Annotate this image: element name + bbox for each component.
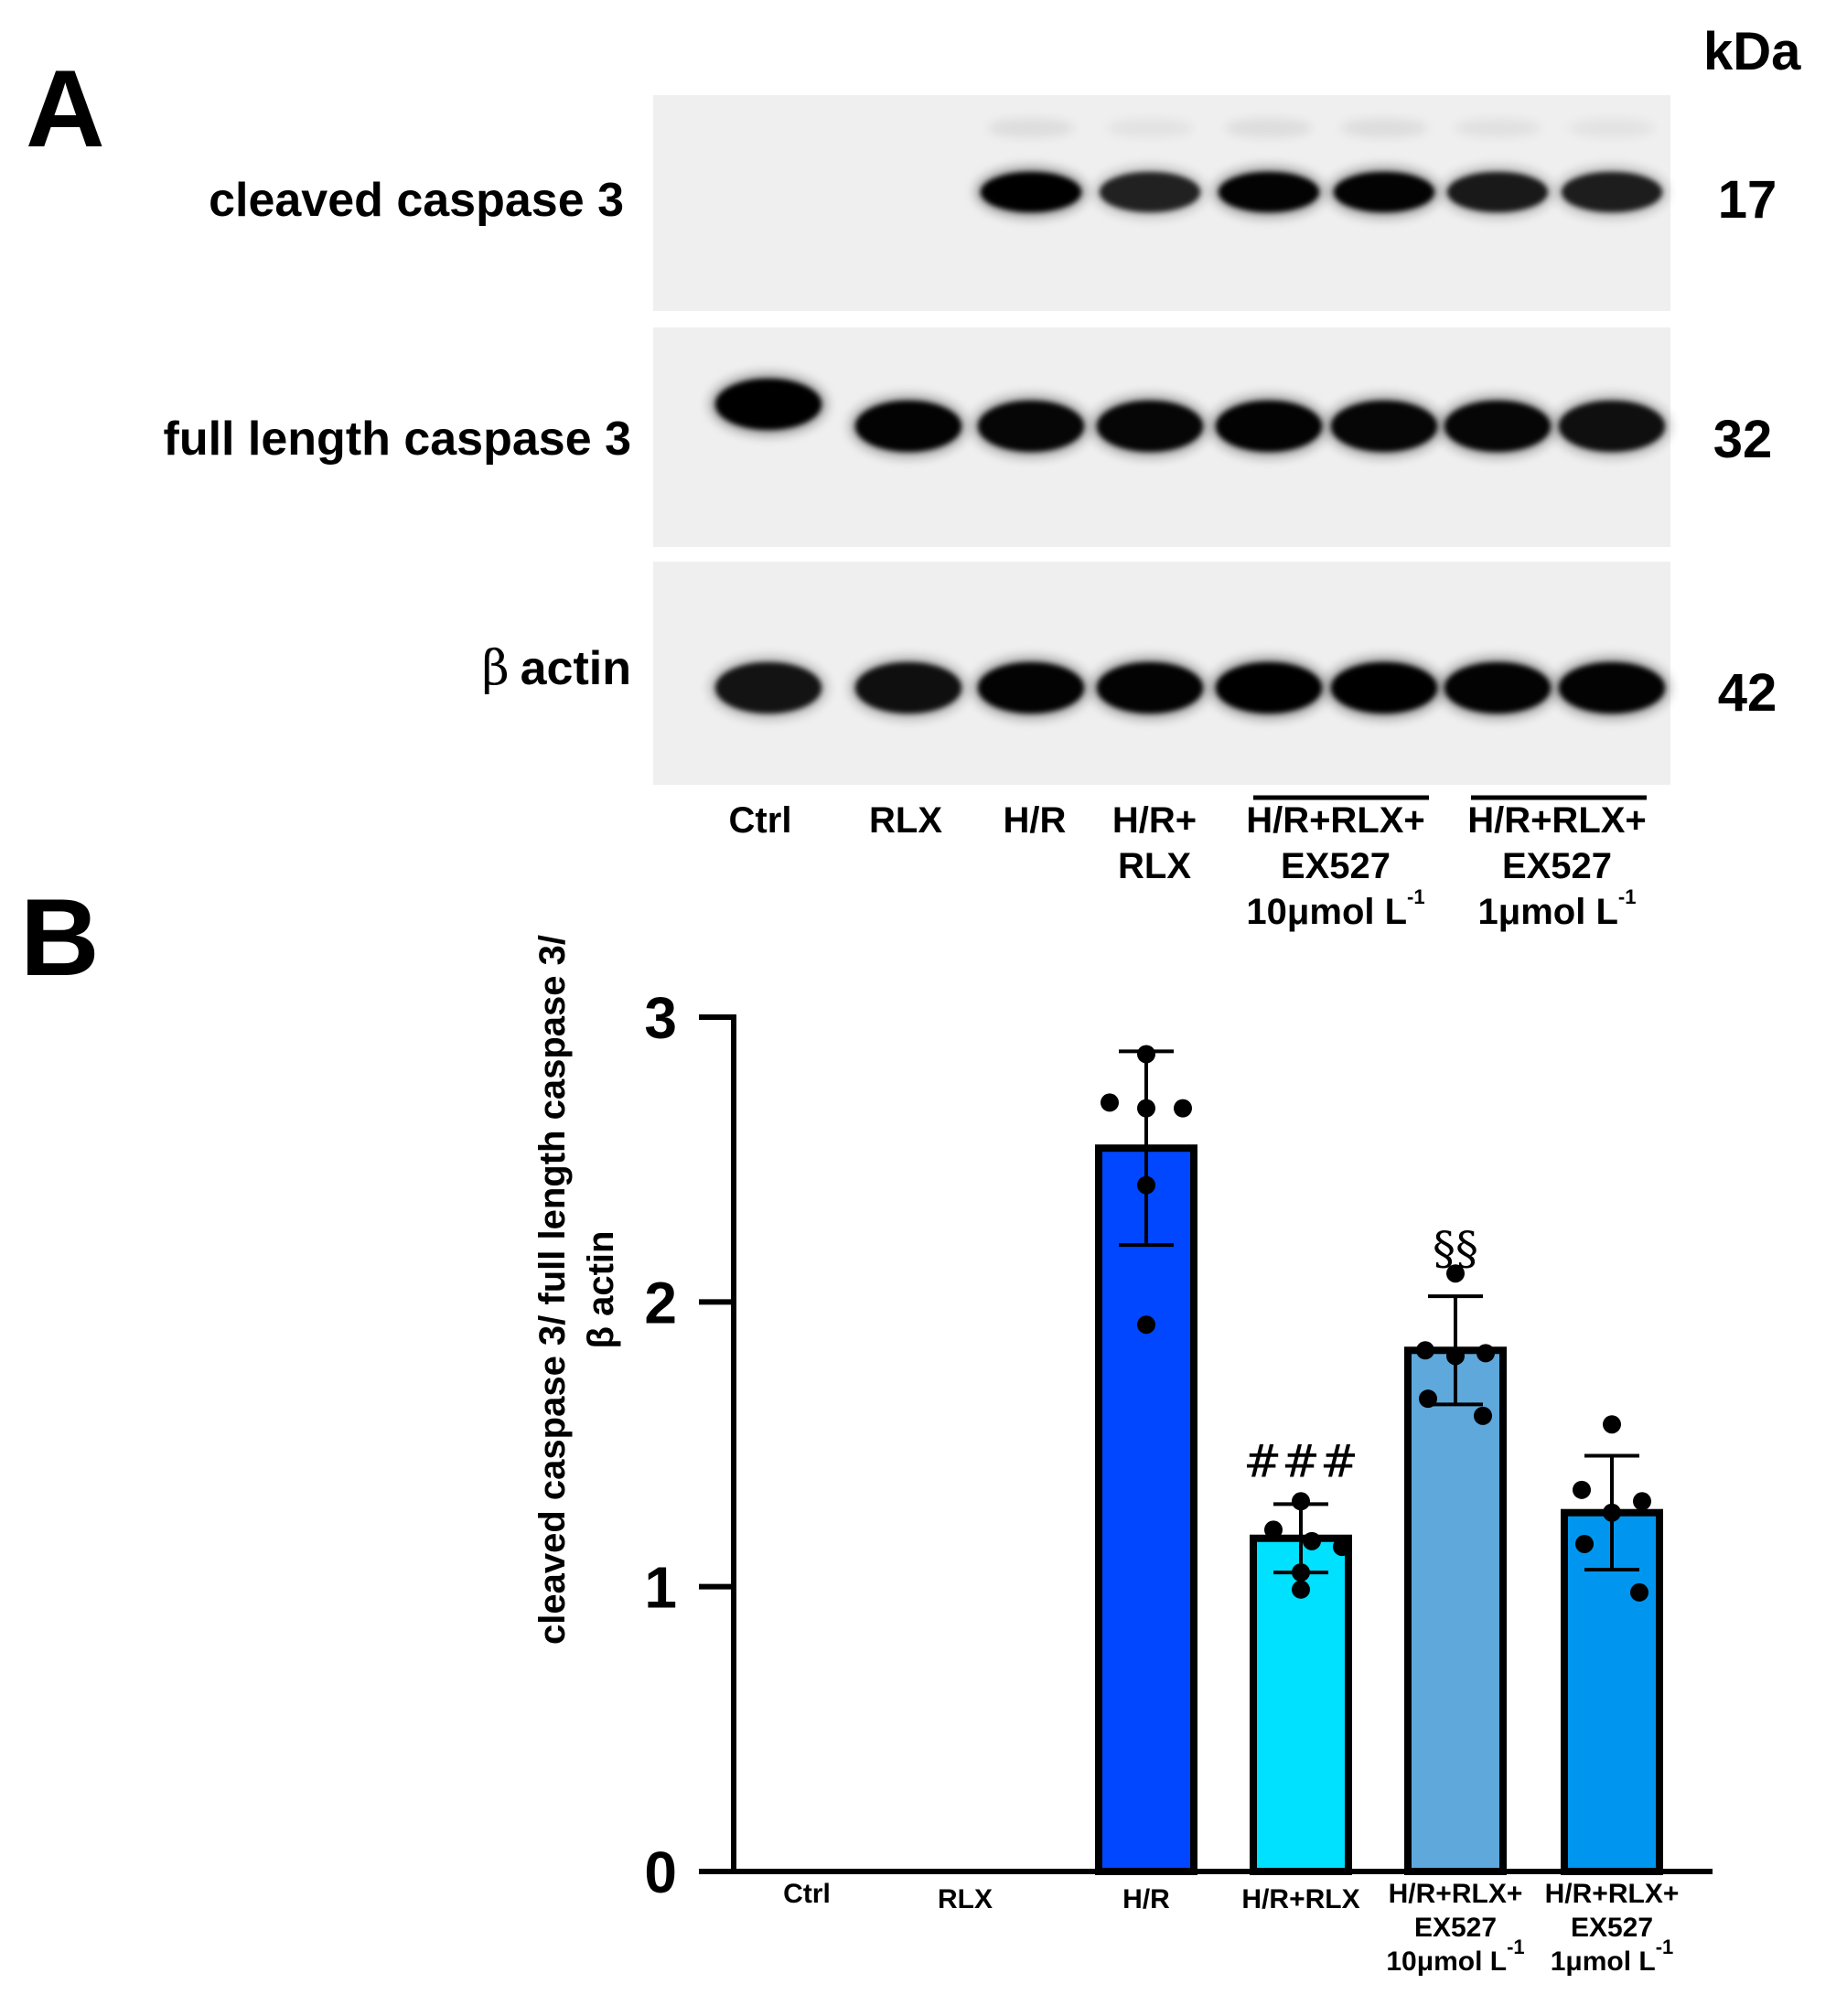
band-row2-lane6 [1439, 657, 1556, 719]
chart-axes: 0 1 2 3 [644, 985, 1713, 1905]
kda-17: 17 [1718, 170, 1777, 230]
lane-label-superscript: -1 [1407, 885, 1425, 908]
y-axis-label-line1: cleaved caspase 3/ full length caspase 3… [532, 935, 573, 1645]
x-cat-label-5-line0: H/R+RLX+ [1545, 1879, 1680, 1909]
data-point-4-4 [1419, 1389, 1437, 1409]
lane-label-5-line2: 1μmol L-1 [1478, 885, 1637, 932]
lane-label-2-line0: H/R [1004, 800, 1067, 841]
band-row2-lane0 [710, 657, 827, 719]
bar-2 [1095, 1144, 1197, 1876]
band-row1-lane2 [972, 395, 1090, 457]
data-point-4-3 [1446, 1346, 1465, 1366]
lane-label-0-line0: Ctrl [729, 800, 792, 841]
band-row0-lane6 [1442, 119, 1553, 218]
band-row1-lane4 [1210, 395, 1327, 457]
data-point-4-0 [1446, 1264, 1465, 1283]
data-point-3-0 [1292, 1492, 1310, 1511]
x-cat-superscript: -1 [1656, 1936, 1674, 1958]
data-point-5-4 [1575, 1534, 1594, 1553]
data-point-4-5 [1474, 1406, 1492, 1425]
band-row2-lane3 [1091, 657, 1208, 719]
band-row1-lane3 [1091, 395, 1208, 457]
y-axis-label-line2: β actin [581, 1231, 621, 1349]
y-tick-label-2: 2 [644, 1270, 677, 1335]
panel-b-letter: B [20, 876, 100, 999]
actin-text: actin [521, 642, 631, 695]
band-row0-lane3 [1094, 119, 1206, 218]
bar-5 [1561, 1508, 1663, 1875]
blot-bands [710, 119, 1670, 719]
x-cat-label-3-line0: H/R+RLX [1241, 1884, 1359, 1914]
chart-bars: ### §§ [1095, 1045, 1663, 1876]
kda-header: kDa [1703, 22, 1801, 81]
y-tick-label-0: 0 [644, 1839, 677, 1905]
data-point-5-1 [1573, 1480, 1591, 1499]
bar-4 [1404, 1346, 1507, 1875]
significance-4: §§ [1433, 1222, 1478, 1275]
lane-label-1-line0: RLX [869, 800, 942, 841]
band-row0-lane7 [1556, 119, 1668, 218]
data-point-3-5 [1292, 1580, 1310, 1599]
band-row1-lane1 [850, 395, 967, 457]
data-point-3-1 [1264, 1520, 1283, 1539]
data-point-5-5 [1630, 1582, 1648, 1602]
data-point-2-3 [1137, 1099, 1155, 1118]
lane-label-5-line1: EX527 [1502, 846, 1612, 886]
x-cat-superscript: -1 [1507, 1936, 1525, 1958]
data-point-4-1 [1416, 1341, 1434, 1360]
lane-label-4-line1: EX527 [1281, 846, 1391, 886]
data-point-2-4 [1137, 1175, 1155, 1195]
panel-a-letter: A [26, 48, 105, 170]
significance-3: ### [1243, 1434, 1358, 1487]
lane-label-4-line2: 10μmol L-1 [1246, 885, 1424, 932]
band-row1-lane7 [1553, 395, 1670, 457]
x-cat-label-4-line0: H/R+RLX+ [1389, 1879, 1523, 1909]
lane-label-superscript: -1 [1618, 885, 1637, 908]
y-axis-label: cleaved caspase 3/ full length caspase 3… [532, 935, 621, 1645]
data-point-5-0 [1603, 1415, 1621, 1434]
x-cat-label-4-line1: EX527 [1414, 1913, 1497, 1943]
data-point-3-4 [1292, 1563, 1310, 1582]
band-row2-lane1 [850, 657, 967, 719]
band-row2-lane4 [1210, 657, 1327, 719]
band-row2-lane2 [972, 657, 1090, 719]
data-point-3-2 [1303, 1531, 1321, 1550]
x-cat-label-2-line0: H/R [1122, 1884, 1170, 1914]
band-row1-lane6 [1439, 395, 1556, 457]
beta-symbol: β [482, 641, 510, 696]
y-tick-label-3: 3 [644, 985, 677, 1051]
band-row0-lane4 [1213, 119, 1325, 218]
band-row2-lane7 [1553, 657, 1670, 719]
data-point-2-5 [1137, 1315, 1155, 1335]
data-point-3-3 [1333, 1538, 1351, 1557]
row-label-beta-actin: β actin [482, 641, 631, 696]
x-cat-label-5-line1: EX527 [1571, 1913, 1653, 1943]
data-point-5-2 [1633, 1492, 1651, 1511]
data-point-2-2 [1174, 1099, 1192, 1118]
data-point-4-2 [1477, 1344, 1495, 1363]
lane-label-5-line0: H/R+RLX+ [1467, 800, 1647, 841]
band-row2-lane5 [1326, 657, 1443, 719]
data-point-5-3 [1603, 1503, 1621, 1522]
band-row0-lane2 [975, 119, 1087, 218]
kda-32: 32 [1713, 410, 1773, 469]
kda-42: 42 [1718, 663, 1777, 723]
x-cat-label-0-line0: Ctrl [783, 1879, 831, 1909]
band-row1-lane5 [1326, 395, 1443, 457]
data-point-2-0 [1137, 1045, 1155, 1064]
row-label-full-length-caspase-3: full length caspase 3 [164, 413, 632, 466]
band-row1-lane0 [710, 373, 827, 435]
row-label-cleaved-caspase-3: cleaved caspase 3 [209, 174, 624, 227]
lane-label-3-line0: H/R+ [1112, 800, 1197, 841]
y-tick-label-1: 1 [644, 1555, 677, 1621]
band-row0-lane5 [1328, 119, 1440, 218]
lane-label-3-line1: RLX [1118, 846, 1191, 886]
x-cat-label-1-line0: RLX [938, 1884, 993, 1914]
lane-label-4-line0: H/R+RLX+ [1246, 800, 1425, 841]
data-point-2-1 [1101, 1093, 1119, 1112]
